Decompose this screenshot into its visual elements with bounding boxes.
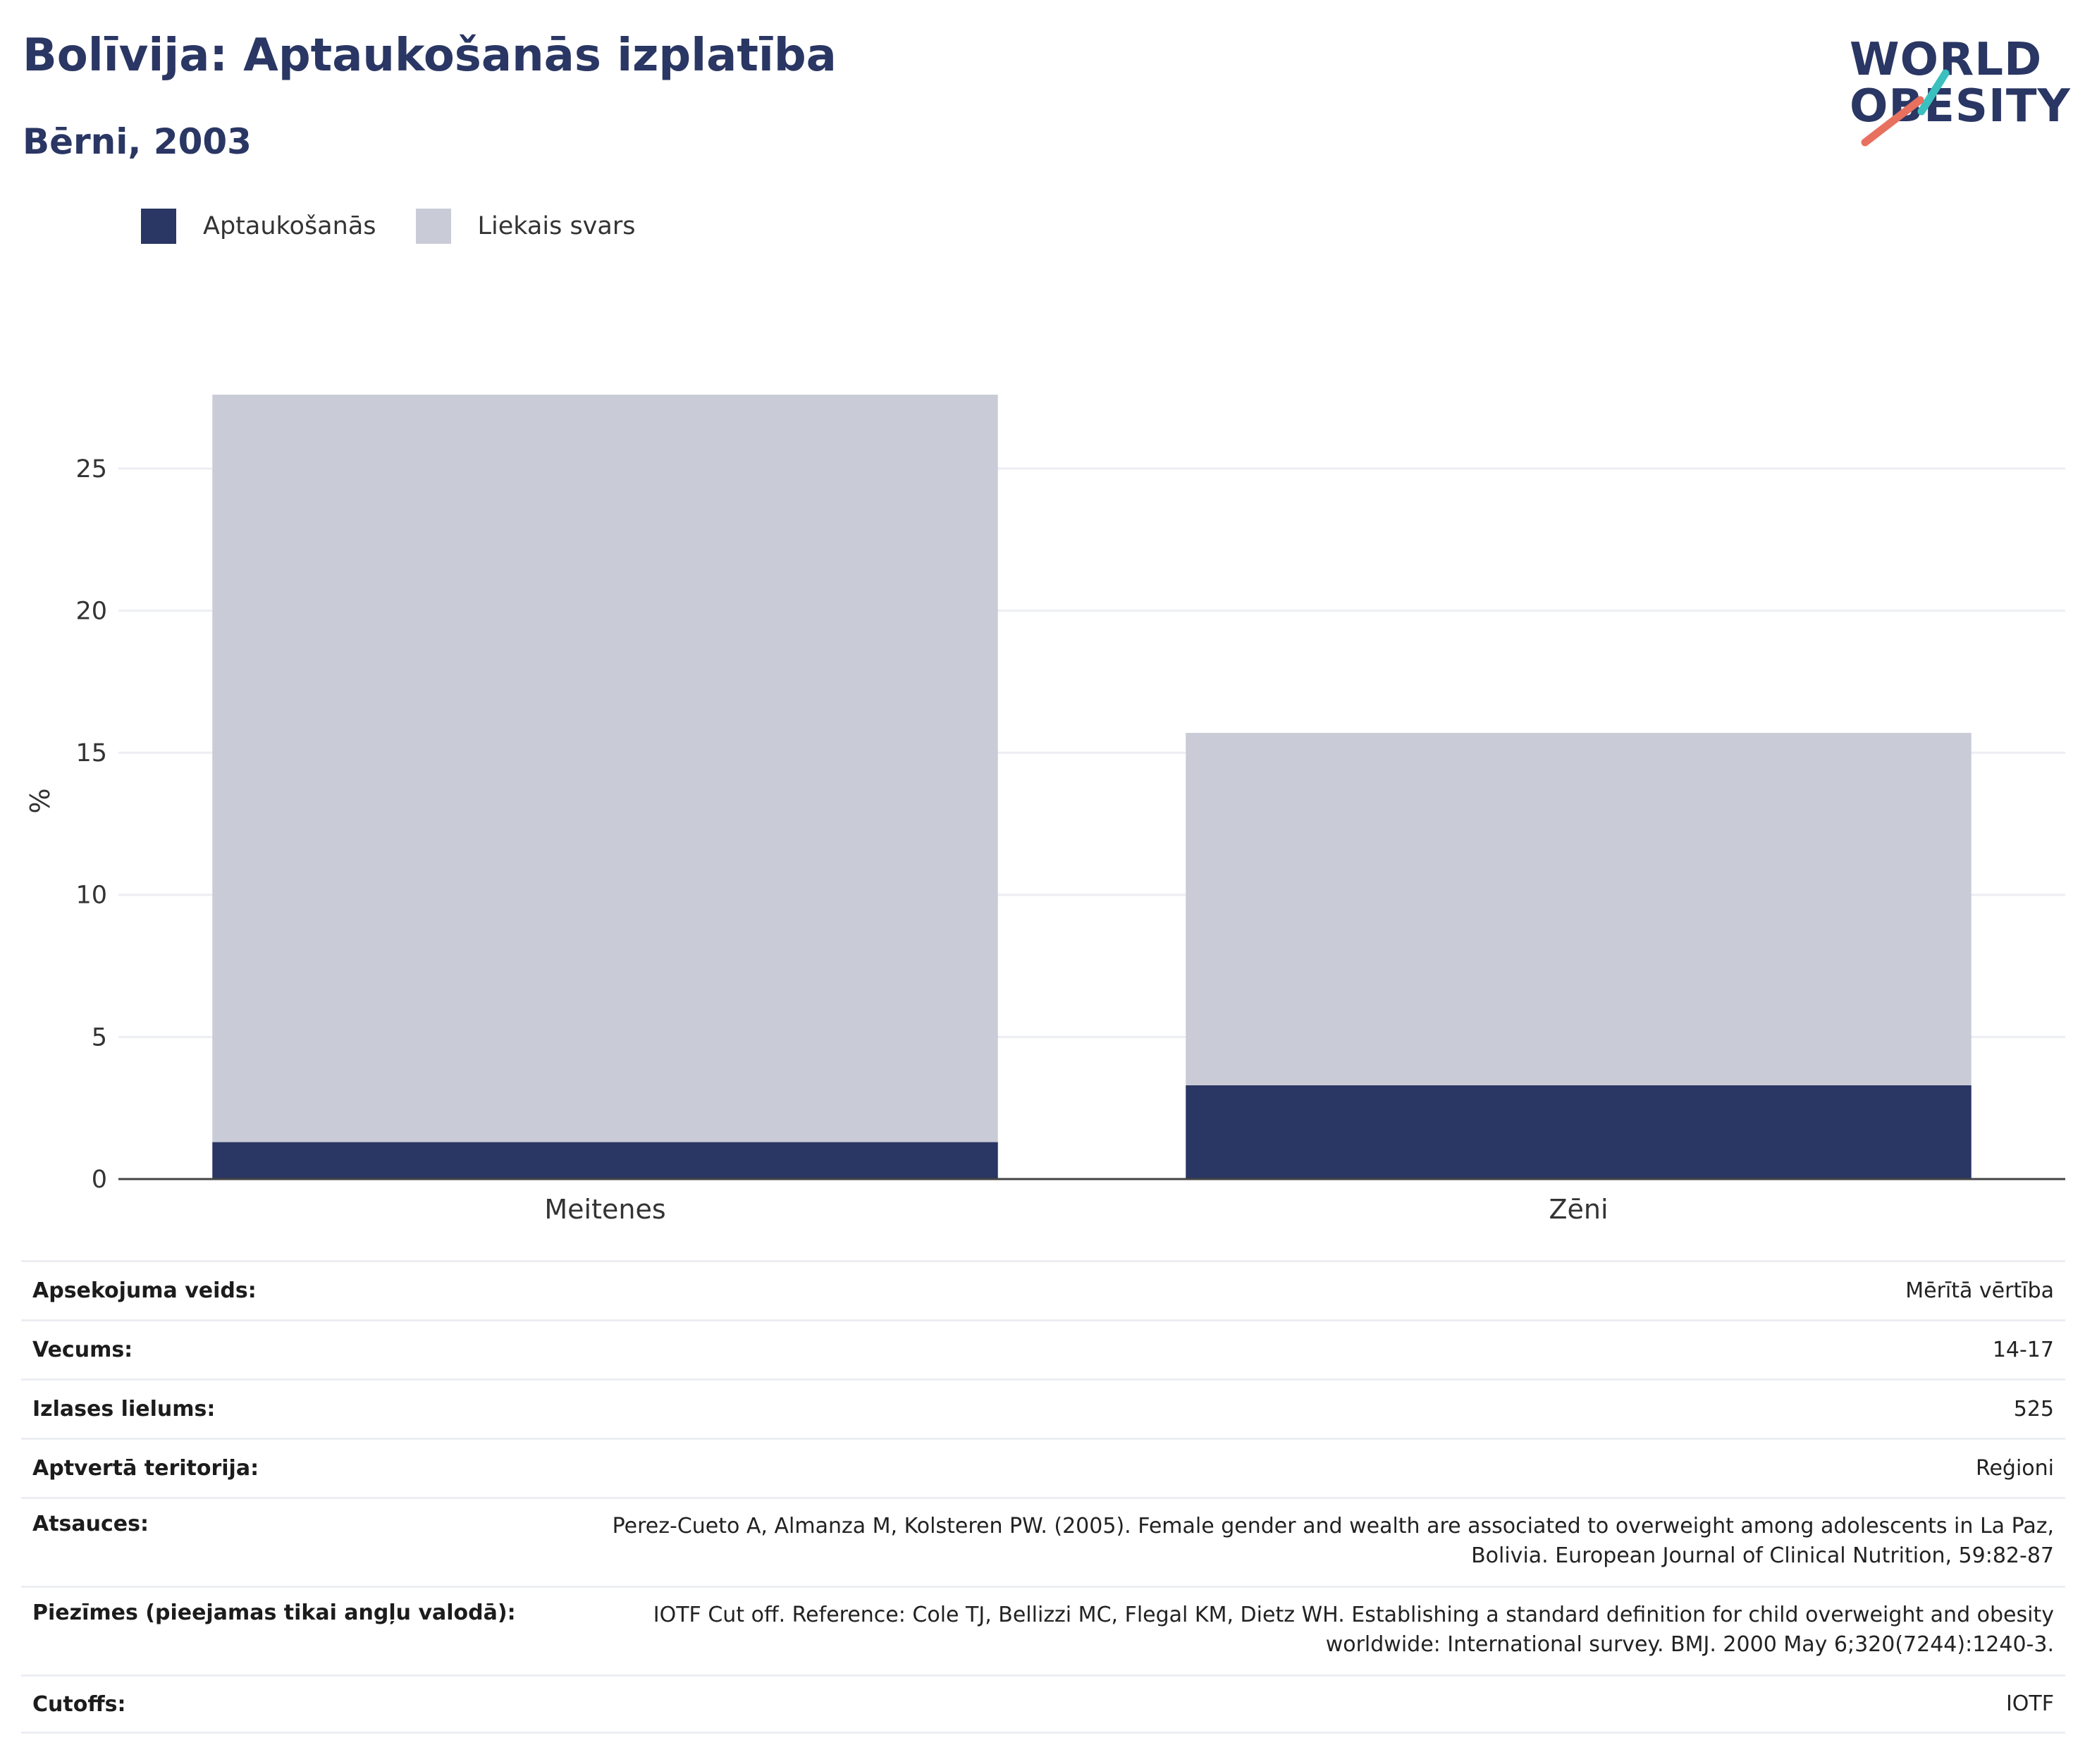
y-tick-label: 15 (75, 739, 107, 767)
details-row: Cutoffs: IOTF (21, 1674, 2065, 1734)
details-value: 525 (2013, 1396, 2054, 1421)
legend-label-obesity: Aptaukošanās (203, 212, 376, 240)
y-tick-label: 25 (75, 455, 107, 483)
y-tick-label: 10 (75, 882, 107, 910)
y-tick-label: 0 (92, 1166, 107, 1194)
legend-swatch-obesity (141, 209, 176, 244)
details-row: Apsekojuma veids: Mērītā vērtība (21, 1260, 2065, 1319)
legend-item-overweight[interactable]: Liekais svars (415, 209, 636, 244)
details-label: Vecums: (32, 1338, 133, 1362)
bar-obesity[interactable] (1186, 1085, 1972, 1179)
details-value: IOTF (2005, 1691, 2054, 1716)
bar-chart: 0 5 10 15 20 25% Meitenes Zēni (25, 395, 2065, 1225)
x-tick-label: Zēni (1549, 1194, 1608, 1225)
details-value: Reģioni (1975, 1455, 2054, 1481)
details-label: Izlases lielums: (32, 1397, 216, 1421)
legend-swatch-overweight (415, 209, 451, 244)
details-row: Vecums: 14-17 (21, 1319, 2065, 1378)
legend-label-overweight: Liekais svars (477, 212, 636, 240)
world-obesity-logo[interactable]: WORLD OBESITY (1840, 21, 2079, 148)
details-row: Aptvertā teritorija: Reģioni (21, 1438, 2065, 1497)
bar-obesity[interactable] (212, 1142, 998, 1179)
details-row: Izlases lielums: 525 (21, 1378, 2065, 1438)
legend-item-obesity[interactable]: Aptaukošanās (141, 209, 376, 244)
y-axis-label: % (25, 788, 56, 813)
details-value: IOTF Cut off. Reference: Cole TJ, Belliz… (653, 1603, 2054, 1657)
details-label: Cutoffs: (32, 1691, 126, 1717)
details-value: Mērītā vērtība (1905, 1278, 2054, 1303)
details-label: Piezīmes (pieejamas tikai angļu valodā): (32, 1600, 516, 1625)
x-tick-label: Meitenes (544, 1194, 665, 1225)
y-tick-label: 5 (92, 1023, 107, 1051)
details-row: Atsauces: Perez-Cueto A, Almanza M, Kolst… (21, 1497, 2065, 1586)
details-label: Apsekojuma veids: (32, 1278, 257, 1303)
details-value: 14-17 (1992, 1337, 2054, 1362)
page-subtitle: Bērni, 2003 (23, 121, 252, 162)
bar-overweight[interactable] (1186, 732, 1972, 1085)
y-tick-label: 20 (75, 597, 107, 625)
bar-overweight[interactable] (212, 395, 998, 1142)
details-row: Piezīmes (pieejamas tikai angļu valodā):… (21, 1586, 2065, 1674)
details-label: Atsauces: (32, 1512, 149, 1536)
logo-slash-icon (1861, 69, 1950, 147)
details-table: Apsekojuma veids: Mērītā vērtība Vecums: 14… (21, 1260, 2065, 1734)
chart-legend: Aptaukošanās Liekais svars (141, 209, 675, 244)
page-title: Bolīvija: Aptaukošanās izplatība (23, 30, 837, 82)
details-value: Perez-Cueto A, Almanza M, Kolsteren PW. … (612, 1514, 2054, 1568)
details-label: Aptvertā teritorija: (32, 1456, 259, 1481)
